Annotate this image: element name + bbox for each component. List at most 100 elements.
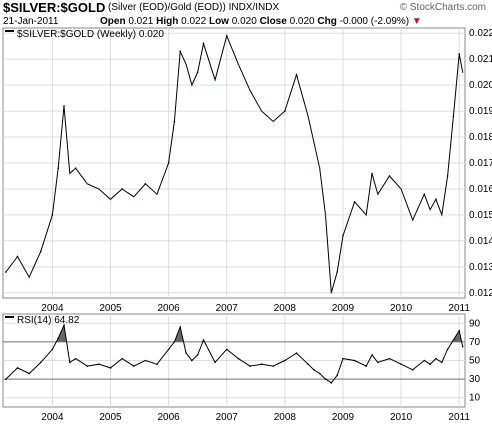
price-data-point bbox=[272, 120, 275, 123]
rsi-data-point bbox=[191, 359, 193, 362]
price-data-point bbox=[202, 42, 205, 45]
price-data-point bbox=[237, 63, 240, 66]
rsi-data-point bbox=[388, 357, 391, 360]
rsi-data-point bbox=[196, 354, 199, 356]
rsi-data-point bbox=[458, 329, 460, 332]
price-data-point bbox=[5, 271, 7, 273]
price-data-point bbox=[51, 214, 54, 216]
rsi-x-tick-label: 2007 bbox=[216, 412, 239, 423]
price-y-tick-label: 0.013 bbox=[469, 262, 492, 273]
rsi-data-point bbox=[260, 363, 263, 366]
price-data-point bbox=[260, 110, 263, 112]
rsi-legend-swatch bbox=[5, 316, 14, 318]
price-data-point bbox=[109, 198, 112, 201]
rsi-legend: RSI(14) 64.82 bbox=[17, 315, 80, 326]
price-y-tick-label: 0.021 bbox=[469, 54, 492, 65]
price-x-tick-label: 2004 bbox=[41, 303, 64, 314]
rsi-data-point bbox=[237, 357, 240, 360]
rsi-data-point bbox=[28, 372, 30, 375]
rsi-data-point bbox=[121, 357, 123, 360]
chg-value: -0.000 (-2.09%) bbox=[339, 16, 410, 27]
high-label: High bbox=[156, 16, 179, 27]
rsi-y-tick-label: 30 bbox=[469, 374, 481, 385]
price-data-point bbox=[39, 250, 42, 253]
rsi-data-point bbox=[342, 357, 344, 360]
rsi-data-point bbox=[156, 363, 158, 366]
rsi-data-point bbox=[16, 367, 19, 369]
price-data-point bbox=[214, 79, 216, 81]
price-data-point bbox=[318, 167, 321, 169]
price-data-point bbox=[63, 105, 65, 107]
rsi-data-point bbox=[167, 348, 170, 351]
rsi-data-point bbox=[411, 369, 414, 371]
price-data-point bbox=[167, 162, 170, 164]
rsi-x-tick-label: 2004 bbox=[41, 412, 64, 423]
price-x-tick-label: 2007 bbox=[216, 303, 239, 314]
low-label: Low bbox=[208, 16, 229, 27]
rsi-data-point bbox=[214, 361, 216, 364]
high-value: 0.022 bbox=[181, 16, 207, 27]
open-value: 0.021 bbox=[128, 16, 154, 27]
rsi-data-point bbox=[295, 352, 298, 354]
rsi-data-point bbox=[377, 361, 379, 364]
rsi-data-point bbox=[318, 372, 321, 375]
price-data-point bbox=[69, 172, 71, 175]
rsi-data-point bbox=[63, 324, 65, 326]
price-data-point bbox=[132, 195, 135, 198]
rsi-y-tick-label: 10 bbox=[469, 393, 481, 404]
rsi-data-point bbox=[249, 365, 251, 367]
rsi-data-point bbox=[202, 339, 205, 341]
brand-watermark: © StockCharts.com bbox=[399, 2, 486, 13]
chg-label: Chg bbox=[317, 16, 337, 27]
rsi-data-point bbox=[51, 348, 54, 351]
price-x-tick-label: 2006 bbox=[157, 303, 180, 314]
price-data-point bbox=[324, 214, 327, 216]
price-data-point bbox=[440, 214, 443, 216]
rsi-y-tick-label: 70 bbox=[469, 337, 481, 348]
price-y-tick-label: 0.020 bbox=[469, 80, 492, 91]
price-data-point bbox=[249, 89, 251, 92]
price-x-tick-label: 2011 bbox=[448, 303, 470, 314]
price-data-point bbox=[74, 167, 77, 169]
rsi-data-point bbox=[74, 357, 77, 360]
price-data-point bbox=[185, 63, 187, 66]
price-data-point bbox=[179, 50, 182, 53]
rsi-data-point bbox=[429, 363, 431, 366]
rsi-data-point bbox=[336, 374, 338, 377]
price-y-tick-label: 0.012 bbox=[469, 288, 492, 299]
price-data-point bbox=[28, 276, 30, 279]
price-data-point bbox=[377, 193, 379, 195]
price-data-point bbox=[452, 115, 455, 118]
price-data-point bbox=[446, 175, 449, 177]
price-data-point bbox=[98, 188, 100, 190]
price-data-point bbox=[313, 141, 315, 144]
price-data-point bbox=[458, 53, 460, 55]
description: (Silver (EOD)/Gold (EOD)) bbox=[108, 2, 226, 13]
quote-date: 21-Jan-2011 bbox=[3, 16, 59, 27]
price-y-tick-label: 0.019 bbox=[469, 106, 492, 117]
rsi-data-point bbox=[446, 348, 449, 351]
price-data-point bbox=[196, 71, 199, 73]
price-x-tick-label: 2005 bbox=[99, 303, 122, 314]
price-data-point bbox=[411, 219, 414, 221]
rsi-x-tick-label: 2005 bbox=[99, 412, 122, 423]
rsi-data-point bbox=[69, 361, 71, 364]
rsi-data-point bbox=[307, 363, 309, 366]
price-y-tick-label: 0.022 bbox=[469, 28, 492, 39]
rsi-data-point bbox=[423, 359, 426, 362]
price-data-point bbox=[57, 167, 60, 169]
price-data-point bbox=[435, 198, 437, 201]
price-data-point bbox=[284, 110, 286, 112]
exchange: INDX/INDX bbox=[228, 2, 280, 13]
close-label: Close bbox=[259, 16, 287, 27]
rsi-data-point bbox=[452, 339, 455, 341]
chart-title: $SILVER:$GOLD bbox=[3, 0, 106, 15]
price-y-tick-label: 0.015 bbox=[469, 210, 492, 221]
rsi-data-point bbox=[144, 359, 147, 362]
price-data-point bbox=[400, 188, 402, 190]
rsi-data-point bbox=[57, 337, 60, 339]
price-data-point bbox=[307, 115, 309, 118]
rsi-data-point bbox=[461, 345, 464, 348]
rsi-x-tick-label: 2009 bbox=[332, 412, 355, 423]
price-data-point bbox=[336, 271, 338, 273]
